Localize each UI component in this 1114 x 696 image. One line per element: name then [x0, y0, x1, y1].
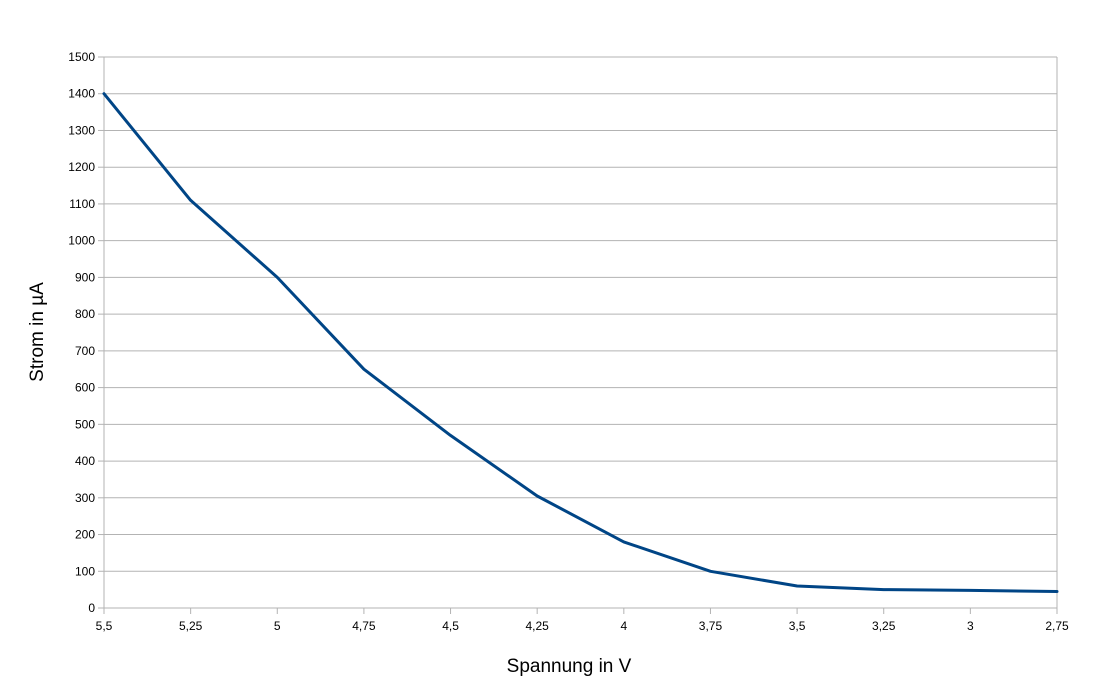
y-tick-label: 1500 [68, 50, 95, 64]
y-tick-label: 1200 [68, 160, 95, 174]
x-tick-label: 5 [274, 619, 281, 633]
x-axis-title: Spannung in V [507, 656, 632, 677]
x-tick-label: 4,75 [352, 619, 376, 633]
y-tick-label: 1000 [68, 234, 95, 248]
y-axis-title: Strom in µA [27, 282, 48, 382]
x-tick-label: 5,5 [96, 619, 113, 633]
x-tick-label: 4,25 [526, 619, 550, 633]
y-tick-label: 100 [75, 564, 95, 578]
x-tick-label: 4 [620, 619, 627, 633]
y-tick-labels: 0 100 200 300 400 500 600 700 800 900 1000 1100 1200… [68, 50, 95, 615]
x-tick-label: 4,5 [442, 619, 459, 633]
x-tick-label: 3,5 [789, 619, 806, 633]
y-tick-label: 1100 [69, 197, 95, 211]
y-tick-label: 900 [75, 270, 95, 284]
x-tick-label: 3,75 [699, 619, 723, 633]
grid-lines [98, 56, 1058, 614]
x-tick-label: 3 [967, 619, 974, 633]
y-tick-label: 300 [75, 491, 95, 505]
series-layer [102, 92, 1059, 593]
y-tick-label: 800 [75, 307, 95, 321]
y-tick-label: 400 [75, 454, 95, 468]
x-tick-labels: 5,5 5,25 5 4,75 4,5 4,25 4 3,75 3,5 3,25 3 2,75 [96, 619, 1069, 633]
x-tick-label: 2,75 [1045, 619, 1069, 633]
y-tick-label: 600 [75, 381, 95, 395]
series-line [102, 92, 1059, 593]
x-tick-label: 5,25 [179, 619, 203, 633]
y-tick-label: 200 [75, 528, 95, 542]
y-tick-label: 0 [88, 601, 95, 615]
y-tick-label: 700 [75, 344, 95, 358]
y-tick-label: 500 [75, 417, 95, 431]
x-tick-label: 3,25 [872, 619, 896, 633]
y-tick-label: 1300 [68, 123, 95, 137]
y-tick-label: 1400 [68, 87, 95, 101]
